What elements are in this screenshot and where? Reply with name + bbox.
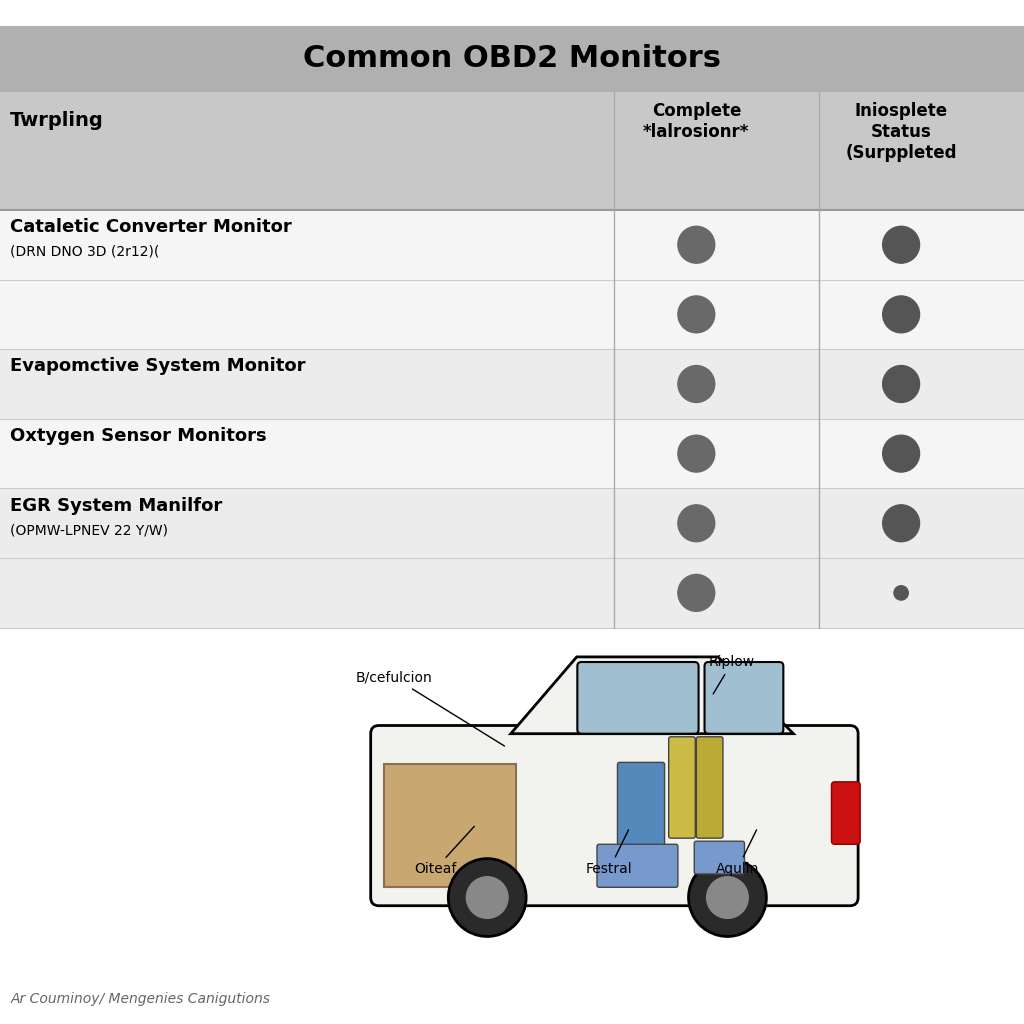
FancyBboxPatch shape <box>0 210 1024 280</box>
Circle shape <box>678 574 715 611</box>
FancyBboxPatch shape <box>0 638 1024 963</box>
Text: Cataletic Converter Monitor: Cataletic Converter Monitor <box>10 218 292 237</box>
Circle shape <box>678 505 715 542</box>
Text: EGR System Manilfor: EGR System Manilfor <box>10 497 222 515</box>
Text: Iniosplete
Status
(Surppleted: Iniosplete Status (Surppleted <box>846 102 956 162</box>
Polygon shape <box>511 657 794 733</box>
Circle shape <box>678 435 715 472</box>
Text: (OPMW-LPNEV 22 Y/W): (OPMW-LPNEV 22 Y/W) <box>10 523 168 538</box>
FancyBboxPatch shape <box>696 737 723 838</box>
FancyBboxPatch shape <box>371 725 858 906</box>
Text: Oxtygen Sensor Monitors: Oxtygen Sensor Monitors <box>10 427 267 445</box>
Text: Oiteaf: Oiteaf <box>414 826 474 877</box>
FancyBboxPatch shape <box>694 842 744 874</box>
Circle shape <box>707 877 748 919</box>
FancyBboxPatch shape <box>384 764 516 887</box>
Text: B/cefulcion: B/cefulcion <box>356 671 505 746</box>
FancyBboxPatch shape <box>0 558 1024 628</box>
FancyBboxPatch shape <box>0 488 1024 558</box>
FancyBboxPatch shape <box>0 349 1024 419</box>
Circle shape <box>678 366 715 402</box>
Text: Aqulin: Aqulin <box>716 829 759 877</box>
Circle shape <box>883 296 920 333</box>
Text: Twrpling: Twrpling <box>10 111 104 130</box>
Circle shape <box>883 435 920 472</box>
Text: Common OBD2 Monitors: Common OBD2 Monitors <box>303 44 721 74</box>
FancyBboxPatch shape <box>597 844 678 887</box>
Circle shape <box>688 858 766 937</box>
Text: (DRN DNO 3D (2r12)(: (DRN DNO 3D (2r12)( <box>10 245 160 259</box>
FancyBboxPatch shape <box>578 663 698 733</box>
FancyBboxPatch shape <box>0 26 1024 92</box>
Circle shape <box>467 877 508 919</box>
Text: Evapomctive System Monitor: Evapomctive System Monitor <box>10 357 306 376</box>
Circle shape <box>883 505 920 542</box>
FancyBboxPatch shape <box>705 663 783 733</box>
Text: Complete
*lalrosionr*: Complete *lalrosionr* <box>643 102 750 141</box>
FancyBboxPatch shape <box>669 737 695 838</box>
FancyBboxPatch shape <box>0 280 1024 349</box>
FancyBboxPatch shape <box>831 782 860 844</box>
FancyBboxPatch shape <box>617 762 665 854</box>
Circle shape <box>449 858 526 937</box>
FancyBboxPatch shape <box>0 92 1024 210</box>
Circle shape <box>678 296 715 333</box>
Circle shape <box>894 586 908 600</box>
Text: Festral: Festral <box>586 829 633 877</box>
Circle shape <box>883 226 920 263</box>
FancyBboxPatch shape <box>0 419 1024 488</box>
Text: Riplow: Riplow <box>709 655 756 694</box>
Text: Ar Couminoy/ Mengenies Canigutions: Ar Couminoy/ Mengenies Canigutions <box>10 991 270 1006</box>
Circle shape <box>678 226 715 263</box>
Circle shape <box>883 366 920 402</box>
